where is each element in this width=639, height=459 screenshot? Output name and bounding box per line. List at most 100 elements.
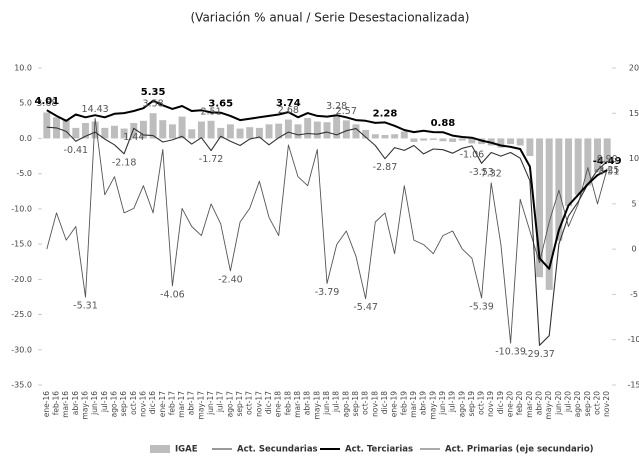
bar [207, 120, 215, 139]
value-label: 3.74 [276, 98, 301, 109]
x-tick-label: sep-16 [119, 391, 128, 417]
x-tick-label: dic-17 [264, 391, 273, 414]
y-tick-label: 10.0 [14, 64, 32, 73]
x-tick-label: nov-16 [138, 391, 147, 417]
value-label: -3.51 [595, 167, 620, 178]
x-tick-label: oct-18 [361, 391, 370, 415]
y-tick-label: -15.0 [11, 240, 32, 249]
bar [449, 138, 457, 142]
value-label: 4.01 [34, 96, 59, 107]
x-tick-label: jun-19 [438, 391, 447, 416]
y-tick-label: -5.0 [16, 169, 32, 178]
x-tick-label: feb-19 [399, 391, 408, 415]
x-tick-label: jun-18 [322, 391, 331, 416]
value-label: -10.39 [495, 347, 526, 358]
value-label: 14.43 [82, 104, 109, 115]
bar [323, 122, 331, 139]
value-label: 3.28 [326, 101, 347, 112]
bar [265, 124, 273, 139]
bar [555, 138, 563, 241]
x-tick-label: oct-16 [129, 391, 138, 415]
value-label: 1.44 [123, 132, 144, 143]
bar [91, 121, 99, 139]
value-label: 3.58 [143, 99, 164, 110]
x-tick-label: mar-17 [177, 391, 186, 418]
y2-tick-label: 15 [629, 109, 639, 118]
value-label: 2.68 [278, 105, 299, 116]
x-tick-label: sep-20 [583, 391, 592, 417]
x-tick-label: mar-19 [409, 391, 418, 418]
legend-swatch [150, 445, 170, 453]
x-tick-label: may-18 [312, 391, 321, 420]
x-tick-label: ago-18 [341, 391, 350, 418]
x-tick-label: jun-17 [206, 391, 215, 416]
bar [507, 138, 515, 145]
bar [168, 124, 176, 139]
x-tick-label: ene-20 [506, 391, 515, 417]
value-label: 3.65 [208, 99, 233, 110]
bar [400, 131, 408, 139]
bar [62, 119, 70, 139]
x-tick-label: jul-18 [332, 391, 341, 413]
bar [371, 134, 379, 139]
line-3 [46, 117, 608, 344]
bar [246, 127, 254, 139]
x-tick-label: feb-16 [51, 391, 60, 415]
value-label: -1.72 [199, 154, 224, 165]
bar [381, 134, 389, 139]
bar [594, 138, 601, 173]
x-tick-label: ene-19 [390, 391, 399, 417]
bar [545, 138, 553, 290]
x-tick-label: ene-17 [158, 391, 167, 417]
x-tick-label: sep-18 [351, 391, 360, 417]
bar [313, 121, 321, 139]
y-tick-label: 0.0 [19, 134, 32, 143]
line-2 [46, 99, 608, 270]
x-tick-label: nov-18 [370, 391, 379, 417]
x-tick-label: ago-19 [457, 391, 466, 418]
value-label: 2.28 [373, 108, 398, 119]
x-tick-label: may-19 [428, 391, 437, 420]
x-tick-label: dic-18 [380, 391, 389, 414]
value-label: -5.39 [469, 301, 494, 312]
bar [110, 125, 118, 139]
value-label: -1.06 [460, 149, 485, 160]
bar [120, 128, 128, 139]
x-tick-label: feb-17 [167, 391, 176, 415]
bar [217, 127, 225, 139]
bar [294, 124, 302, 139]
bar [536, 138, 544, 278]
x-tick-label: oct-20 [593, 391, 602, 415]
bar [130, 122, 138, 139]
bar [255, 127, 263, 139]
bar [420, 138, 428, 141]
legend-label: Act. Terciarias [345, 445, 413, 455]
x-tick-label: may-20 [544, 391, 553, 420]
value-label: -4.49 [593, 156, 622, 167]
y2-tick-label: 5 [631, 199, 636, 208]
bar [352, 124, 360, 139]
value-label: -2.18 [112, 157, 137, 168]
bar [429, 138, 437, 140]
y2-tick-label: 10 [629, 154, 639, 163]
bar [101, 127, 109, 139]
bar [526, 138, 534, 157]
bar [333, 115, 341, 139]
bar [139, 120, 147, 139]
y-tick-label: -35.0 [11, 381, 32, 390]
value-label: -4.06 [160, 289, 185, 300]
y-tick-label: -20.0 [11, 275, 32, 284]
y2-tick-label: 0 [631, 245, 636, 254]
x-tick-label: mar-20 [525, 391, 534, 418]
bar [584, 138, 592, 186]
bar [497, 138, 505, 148]
x-tick-label: nov-20 [602, 391, 611, 417]
value-label: -5.31 [73, 301, 98, 312]
x-tick-label: jul-17 [216, 391, 225, 413]
x-tick-label: sep-19 [467, 391, 476, 417]
bar [159, 120, 167, 139]
bar [439, 138, 447, 142]
value-label: -5.47 [353, 302, 378, 313]
x-tick-label: ago-17 [225, 391, 234, 418]
